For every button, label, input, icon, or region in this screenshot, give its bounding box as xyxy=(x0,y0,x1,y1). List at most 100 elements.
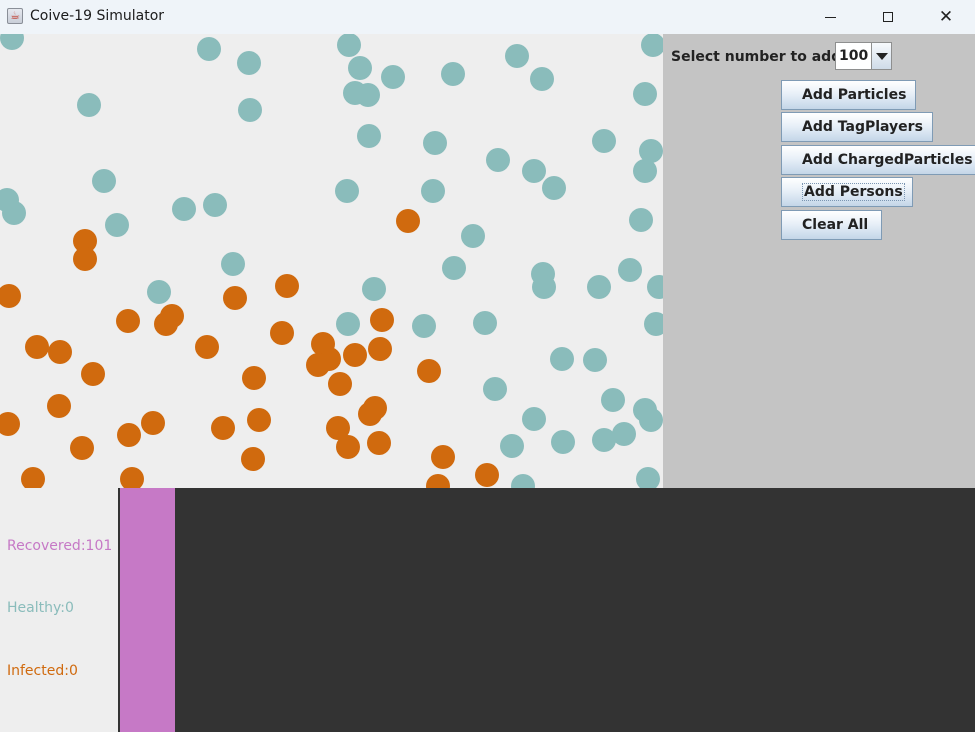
healthy-count: Healthy:0 xyxy=(7,600,74,616)
healthy-person-dot xyxy=(348,56,372,80)
stats-panel: Recovered:101 Healthy:0 Infected:0 xyxy=(0,488,118,732)
add-persons-button[interactable]: Add Persons xyxy=(781,177,913,207)
healthy-person-dot xyxy=(441,62,465,86)
infected-person-dot xyxy=(426,474,450,488)
infected-person-dot xyxy=(73,229,97,253)
add-chargedparticles-button[interactable]: Add ChargedParticles xyxy=(781,145,975,175)
infected-person-dot xyxy=(241,447,265,471)
infected-person-dot xyxy=(211,416,235,440)
infected-person-dot xyxy=(47,394,71,418)
healthy-person-dot xyxy=(639,408,663,432)
close-button[interactable]: ✕ xyxy=(917,0,975,34)
infected-count: Infected:0 xyxy=(7,663,78,679)
dropdown-arrow-button[interactable] xyxy=(871,43,891,69)
healthy-person-dot xyxy=(2,201,26,225)
minimize-button[interactable] xyxy=(801,0,859,34)
infected-person-dot xyxy=(195,335,219,359)
healthy-person-dot xyxy=(639,139,663,163)
infected-person-dot xyxy=(417,359,441,383)
recovered-bar xyxy=(120,488,175,732)
infected-person-dot xyxy=(0,284,21,308)
clear-all-button[interactable]: Clear All xyxy=(781,210,882,240)
infected-person-dot xyxy=(336,435,360,459)
healthy-person-dot xyxy=(532,275,556,299)
healthy-person-dot xyxy=(237,51,261,75)
infected-person-dot xyxy=(0,412,20,436)
infected-person-dot xyxy=(306,353,330,377)
healthy-person-dot xyxy=(542,176,566,200)
infected-person-dot xyxy=(368,337,392,361)
healthy-person-dot xyxy=(522,159,546,183)
particle-field xyxy=(0,34,663,488)
healthy-person-dot xyxy=(629,208,653,232)
add-tagplayers-button[interactable]: Add TagPlayers xyxy=(781,112,933,142)
healthy-person-dot xyxy=(633,159,657,183)
title-bar: ☕ Coive-19 Simulator ✕ xyxy=(0,0,975,34)
healthy-person-dot xyxy=(105,213,129,237)
healthy-person-dot xyxy=(644,312,663,336)
minimize-icon xyxy=(824,16,836,18)
infected-person-dot xyxy=(343,343,367,367)
healthy-person-dot xyxy=(423,131,447,155)
healthy-person-dot xyxy=(147,280,171,304)
infected-person-dot xyxy=(48,340,72,364)
infected-person-dot xyxy=(70,436,94,460)
healthy-person-dot xyxy=(641,34,663,57)
simulation-canvas[interactable] xyxy=(0,34,663,488)
panel-divider xyxy=(118,488,120,732)
infected-person-dot xyxy=(328,372,352,396)
healthy-person-dot xyxy=(461,224,485,248)
infected-person-dot xyxy=(270,321,294,345)
infected-person-dot xyxy=(367,431,391,455)
window-title: Coive-19 Simulator xyxy=(30,8,165,24)
infected-person-dot xyxy=(120,467,144,488)
healthy-person-dot xyxy=(530,67,554,91)
number-to-add-value: 100 xyxy=(839,48,869,64)
healthy-person-dot xyxy=(203,193,227,217)
healthy-person-dot xyxy=(505,44,529,68)
infected-person-dot xyxy=(117,423,141,447)
healthy-person-dot xyxy=(551,430,575,454)
add-particles-button[interactable]: Add Particles xyxy=(781,80,916,110)
close-icon: ✕ xyxy=(938,6,954,27)
healthy-person-dot xyxy=(77,93,101,117)
infected-person-dot xyxy=(25,335,49,359)
healthy-person-dot xyxy=(550,347,574,371)
healthy-person-dot xyxy=(238,98,262,122)
population-chart xyxy=(120,488,975,732)
infected-person-dot xyxy=(242,366,266,390)
infected-person-dot xyxy=(116,309,140,333)
healthy-person-dot xyxy=(522,407,546,431)
healthy-person-dot xyxy=(647,275,663,299)
healthy-person-dot xyxy=(592,129,616,153)
infected-person-dot xyxy=(370,308,394,332)
healthy-person-dot xyxy=(612,422,636,446)
number-to-add-select[interactable]: 100 xyxy=(835,42,892,70)
healthy-person-dot xyxy=(511,474,535,488)
healthy-person-dot xyxy=(356,83,380,107)
healthy-person-dot xyxy=(412,314,436,338)
healthy-person-dot xyxy=(500,434,524,458)
healthy-person-dot xyxy=(592,428,616,452)
infected-person-dot xyxy=(141,411,165,435)
healthy-person-dot xyxy=(473,311,497,335)
healthy-person-dot xyxy=(486,148,510,172)
select-number-label: Select number to add: xyxy=(671,49,847,65)
maximize-button[interactable] xyxy=(859,0,917,34)
healthy-person-dot xyxy=(337,34,361,57)
infected-person-dot xyxy=(275,274,299,298)
healthy-person-dot xyxy=(587,275,611,299)
infected-person-dot xyxy=(81,362,105,386)
healthy-person-dot xyxy=(442,256,466,280)
healthy-person-dot xyxy=(221,252,245,276)
healthy-person-dot xyxy=(172,197,196,221)
infected-person-dot xyxy=(396,209,420,233)
healthy-person-dot xyxy=(601,388,625,412)
healthy-person-dot xyxy=(92,169,116,193)
infected-person-dot xyxy=(326,416,350,440)
maximize-icon xyxy=(883,12,893,22)
healthy-person-dot xyxy=(362,277,386,301)
healthy-person-dot xyxy=(357,124,381,148)
healthy-person-dot xyxy=(335,179,359,203)
healthy-person-dot xyxy=(197,37,221,61)
